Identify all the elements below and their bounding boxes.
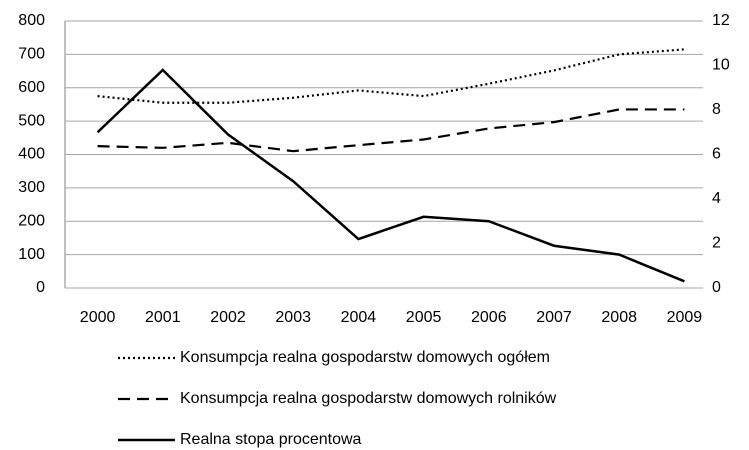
x-tick-label: 2001 xyxy=(145,309,181,326)
y-tick-label: 500 xyxy=(18,112,45,129)
x-tick-label: 2002 xyxy=(210,309,246,326)
y2-tick-label: 12 xyxy=(712,12,730,29)
series-line xyxy=(97,108,685,153)
x-tick-label: 2009 xyxy=(667,309,703,326)
x-tick-label: 2006 xyxy=(471,309,507,326)
y2-tick-label: 0 xyxy=(712,279,721,296)
legend-label: Konsumpcja realna gospodarstw domowych r… xyxy=(180,390,557,407)
x-tick-label: 2008 xyxy=(601,309,637,326)
y-tick-label: 100 xyxy=(18,246,45,263)
y-tick-label: 800 xyxy=(18,12,45,29)
legend-label: Konsumpcja realna gospodarstw domowych o… xyxy=(180,349,550,366)
series-line xyxy=(97,48,685,104)
y2-tick-label: 2 xyxy=(712,235,721,252)
x-tick-label: 2003 xyxy=(275,309,311,326)
x-tick-label: 2007 xyxy=(536,309,572,326)
y2-tick-label: 4 xyxy=(712,190,721,207)
y-tick-label: 400 xyxy=(18,146,45,163)
y2-tick-label: 10 xyxy=(712,57,730,74)
series-line xyxy=(96,68,685,283)
x-tick-label: 2000 xyxy=(80,309,116,326)
y-tick-label: 600 xyxy=(18,79,45,96)
x-tick-label: 2004 xyxy=(341,309,377,326)
y-tick-label: 0 xyxy=(36,279,45,296)
y-tick-label: 200 xyxy=(18,212,45,229)
y2-tick-label: 6 xyxy=(712,146,721,163)
y-tick-label: 700 xyxy=(18,46,45,63)
legend-label: Realna stopa procentowa xyxy=(180,431,362,448)
x-tick-label: 2005 xyxy=(406,309,442,326)
y-tick-label: 300 xyxy=(18,179,45,196)
y2-tick-label: 8 xyxy=(712,101,721,118)
